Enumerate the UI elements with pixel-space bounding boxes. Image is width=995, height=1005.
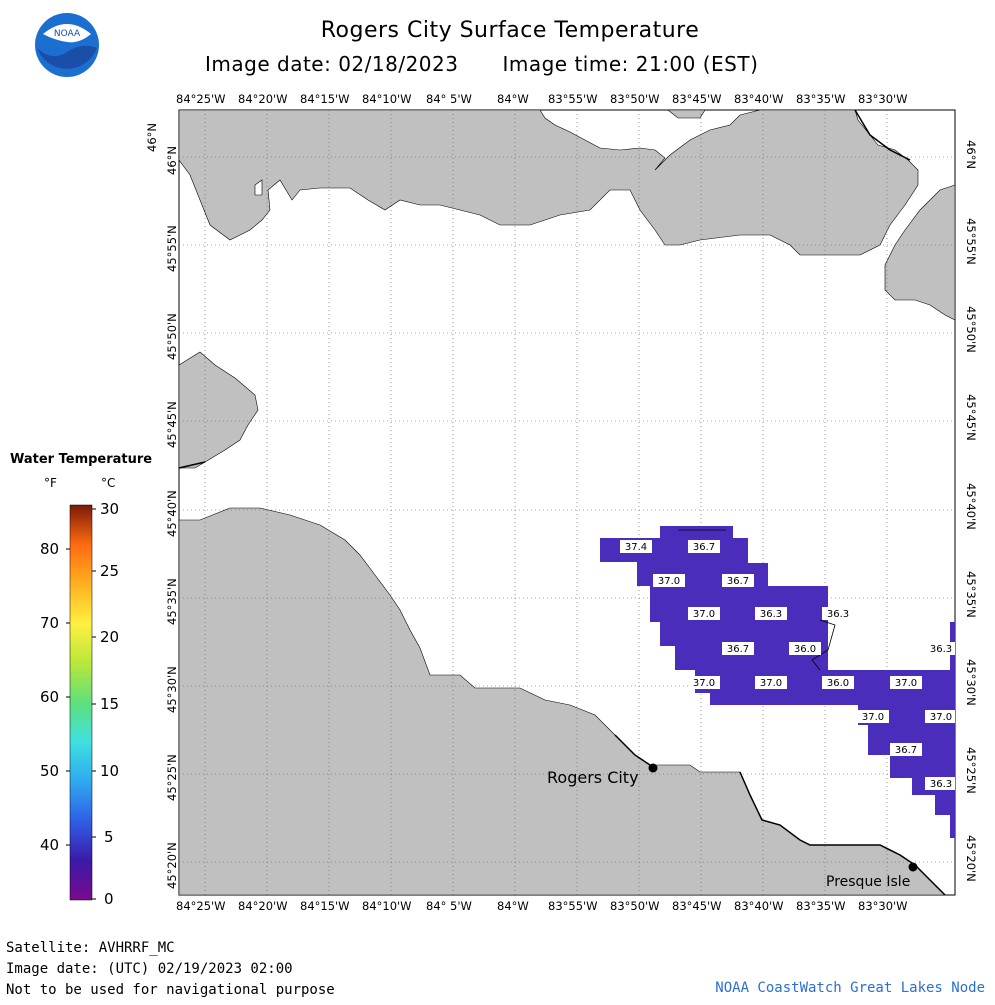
lon-label-top: 84°25'W [176,92,226,106]
lon-label-bottom: 83°30'W [858,899,908,913]
lon-label-bottom: 83°45'W [672,899,722,913]
lon-label-bottom: 84°25'W [176,899,226,913]
legend-tick-f: 60 [40,688,60,706]
temp-label: 37.0 [895,678,917,689]
temp-label: 37.0 [862,712,884,723]
temp-label: 37.0 [693,609,715,620]
legend-tick-c: 15 [100,695,120,713]
temp-label: 37.0 [760,678,782,689]
temp-label: 36.0 [827,678,849,689]
legend-tick-f: 80 [40,540,60,558]
legend-tick-c: 10 [100,762,120,780]
image-time: Image time: 21:00 (EST) [502,52,759,76]
lat-labels-right: 46°N 45°55'N 45°50'N 45°45'N 45°40'N 45°… [964,140,978,882]
lat-label: 45°25'N [964,747,978,794]
graticule [179,110,955,895]
lon-label-bottom: 84°15'W [300,899,350,913]
map-title: Rogers City Surface Temperature [320,18,700,43]
lat-label: 45°20'N [964,835,978,882]
lat-label: 45°35'N [964,571,978,618]
lat-label: 46°N [165,146,179,175]
lat-label: 45°45'N [964,394,978,441]
place-presque-isle: Presque Isle [826,874,911,890]
lon-label-bottom: 84°20'W [238,899,288,913]
legend-title: Water Temperature [10,452,153,467]
lat-label: 45°55'N [165,225,179,272]
legend-tick-c: 0 [104,890,114,908]
legend-tick-f: 50 [40,762,60,780]
lon-label-top: 83°35'W [796,92,846,106]
legend-tick-c: 25 [100,562,120,580]
legend-tick-c: 5 [104,828,114,846]
lat-label: 45°20'N [165,842,179,889]
legend-color-bar [69,504,93,901]
logo-text: NOAA [54,29,81,39]
temp-label: 36.7 [727,644,749,655]
lon-label-top: 84°15'W [300,92,350,106]
temp-label: 36.3 [827,609,849,620]
lon-label-top: 84°20'W [238,92,288,106]
temp-label: 36.7 [693,542,715,553]
legend-tick-c: 30 [100,500,120,518]
temp-label: 37.0 [658,576,680,587]
lon-label-top: 83°55'W [548,92,598,106]
lat-label: 45°30'N [964,659,978,706]
legend-unit-c: °C [101,476,116,490]
legend-unit-f: °F [44,476,57,490]
lat-label: 45°35'N [165,578,179,625]
temp-label: 37.0 [930,712,952,723]
lon-label-top: 83°50'W [610,92,660,106]
legend-tick-f: 40 [40,836,60,854]
temp-label: 36.3 [930,644,952,655]
lon-label-bottom: 83°55'W [548,899,598,913]
image-date: Image date: 02/18/2023 [205,52,459,76]
lon-label-top: 83°45'W [672,92,722,106]
lon-label-bottom: 83°40'W [734,899,784,913]
lat-label: 46°N [964,140,978,169]
lat-label: 45°25'N [165,754,179,801]
footer-credit: NOAA CoastWatch Great Lakes Node [715,980,985,996]
lon-label-bottom: 84°W [497,899,529,913]
lat-label: 45°45'N [165,401,179,448]
lat-labels-left: 46°N 45°55'N 45°50'N 45°45'N 45°40'N 45°… [165,146,179,889]
land-upper-peninsula [178,109,919,256]
land-left-island [178,351,259,469]
lon-label-bottom: 83°50'W [610,899,660,913]
lat-label: 45°30'N [165,666,179,713]
lon-label-top: 84°10'W [362,92,412,106]
lat-label: 45°40'N [165,490,179,537]
rogers-city-marker [648,763,658,773]
lat-label: 45°40'N [964,483,978,530]
legend-tick-c: 20 [100,628,120,646]
temperature-labels: 37.4 36.7 37.0 36.7 37.0 36.3 36.3 36.7 … [620,540,955,790]
lon-label-top: 84° 5'W [426,92,472,106]
lon-label-bottom: 83°35'W [796,899,846,913]
lon-label-top: 83°30'W [858,92,908,106]
footer-utc-date: Image date: (UTC) 02/19/2023 02:00 [6,961,293,977]
lat-label: 45°50'N [964,306,978,353]
temp-label: 36.3 [760,609,782,620]
temp-label: 36.3 [930,779,952,790]
temp-label: 37.0 [693,678,715,689]
lon-label-bottom: 84°10'W [362,899,412,913]
presque-isle-marker [908,862,918,872]
lon-label-top: 83°40'W [734,92,784,106]
footer-disclaimer: Not to be used for navigational purpose [6,982,335,998]
lon-label-top: 84°W [497,92,529,106]
lat-label: 45°55'N [964,218,978,265]
temp-label: 36.7 [895,745,917,756]
temp-label: 37.4 [625,542,647,553]
land-right [884,184,956,321]
temp-label: 36.7 [727,576,749,587]
noaa-logo: NOAA [35,13,99,77]
lat-label: 45°50'N [165,313,179,360]
legend-tick-f: 70 [40,614,60,632]
place-rogers-city: Rogers City [547,768,639,787]
lon-label-bottom: 84° 5'W [426,899,472,913]
temp-label: 36.0 [794,644,816,655]
footer-satellite: Satellite: AVHRRF_MC [6,940,175,956]
subtitle: Image date: 02/18/2023 Image time: 21:00 … [205,52,758,76]
